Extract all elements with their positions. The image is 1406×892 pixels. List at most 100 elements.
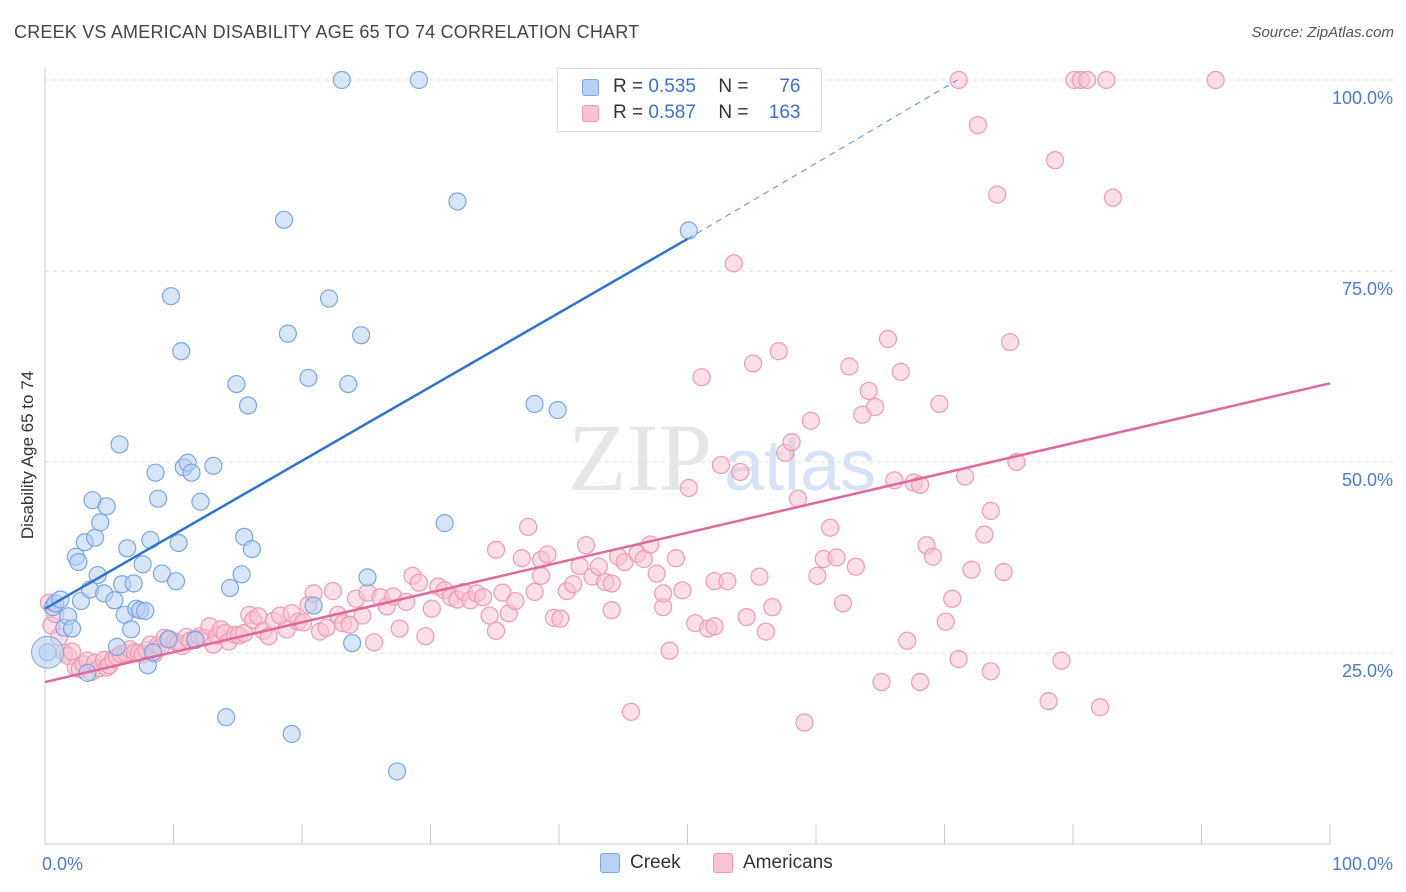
americans-point [981, 662, 1000, 681]
legend-row-americans: R = 0.587 N = 163 [582, 101, 801, 125]
creek-point [172, 342, 191, 361]
creek-point [136, 601, 155, 621]
legend-item-creek: Creek [600, 852, 681, 874]
americans-point [936, 612, 955, 631]
creek-point [352, 326, 371, 345]
americans-point [711, 455, 731, 475]
creek-point [435, 514, 454, 533]
americans-point [493, 583, 512, 602]
creek-n-value: 76 [779, 76, 801, 97]
americans-point [718, 572, 737, 591]
creek-trendline [44, 237, 689, 610]
americans-point [737, 607, 756, 627]
americans-point [512, 549, 531, 568]
americans-point [1097, 70, 1116, 90]
americans-point [846, 557, 865, 576]
chart-title: CREEK VS AMERICAN DISABILITY AGE 65 TO 7… [14, 22, 640, 42]
creek-point [88, 565, 107, 585]
americans-point [724, 254, 743, 273]
americans-r-value: 0.587 [648, 102, 696, 123]
axes [44, 68, 1331, 845]
y-tick-label: 50.0% [1342, 470, 1393, 490]
americans-point [647, 564, 666, 583]
creek-point [282, 724, 301, 744]
americans-point [808, 566, 827, 585]
creek-point [448, 192, 467, 211]
americans-point [872, 672, 891, 692]
creek-point [274, 210, 294, 229]
americans-point [801, 411, 820, 430]
creek-point [232, 565, 251, 584]
trend-lines [44, 79, 1331, 684]
legend-row-creek: R = 0.535 N = 76 [582, 75, 801, 99]
creek-point [118, 539, 137, 558]
creek-point [159, 630, 178, 649]
americans-point [551, 609, 570, 628]
americans-point [1000, 332, 1020, 352]
americans-point [641, 535, 660, 554]
grid-lines [45, 79, 1395, 654]
americans-point [878, 329, 898, 349]
creek-point [227, 374, 246, 394]
americans-point [364, 633, 384, 652]
creek-point [105, 591, 124, 610]
creek-point [220, 578, 240, 598]
americans-point [1103, 188, 1122, 207]
creek-point [343, 633, 362, 653]
creek-point [169, 533, 188, 553]
americans-point [317, 618, 336, 637]
creek-point [278, 324, 297, 343]
creek-swatch [582, 78, 599, 96]
americans-point [769, 342, 788, 361]
americans-point [692, 368, 711, 387]
creek-point [69, 552, 88, 572]
americans-point [525, 582, 544, 601]
creek-trendline-extension [687, 79, 958, 240]
creek-r-value: 0.535 [648, 76, 696, 97]
americans-point [531, 566, 551, 585]
creek-point [133, 555, 152, 574]
creek-point [217, 708, 236, 727]
creek-point [339, 374, 358, 394]
creek-point [358, 568, 377, 587]
americans-point [988, 185, 1007, 204]
americans-point [615, 552, 634, 572]
americans-point [409, 573, 429, 592]
series-legend: Creek Americans [0, 852, 1406, 876]
americans-point [910, 672, 930, 692]
creek-point [299, 368, 318, 388]
americans-point [576, 536, 596, 555]
creek-legend-swatch [600, 853, 620, 873]
americans-point [660, 641, 679, 660]
x-tick-label-min: 0.0% [42, 854, 83, 874]
americans-point [653, 584, 673, 603]
americans-point [1045, 151, 1065, 170]
y-tick-label: 100.0% [1332, 88, 1393, 108]
americans-point [949, 650, 968, 669]
americans-point [840, 357, 859, 376]
americans-point [782, 433, 801, 452]
americans-point [416, 627, 435, 646]
creek-point [238, 396, 258, 415]
watermark: ZIP atlas [568, 404, 876, 511]
creek-point [124, 574, 143, 593]
americans-point [1078, 70, 1097, 90]
y-tick-label: 75.0% [1342, 279, 1393, 299]
americans-point [602, 574, 621, 593]
americans-point [390, 619, 409, 638]
source-credit: Source: ZipAtlas.com [1251, 24, 1394, 41]
americans-swatch [582, 104, 599, 122]
creek-point [548, 400, 567, 420]
creek-point [146, 463, 165, 482]
americans-point [1090, 698, 1110, 717]
creek-point [525, 394, 544, 414]
americans-point [859, 381, 878, 401]
creek-point [91, 513, 110, 532]
creek-point [121, 620, 141, 639]
creek-point [107, 637, 127, 656]
legend-item-americans: Americans [713, 852, 833, 874]
americans-n-label: N = [718, 102, 749, 123]
americans-point [750, 567, 769, 586]
americans-point [866, 397, 885, 417]
creek-point [204, 456, 223, 475]
